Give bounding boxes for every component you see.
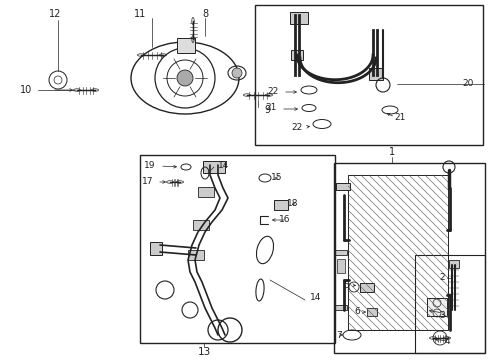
Bar: [333, 163, 484, 353]
Text: 14: 14: [218, 161, 229, 170]
Text: 15: 15: [270, 174, 282, 183]
Text: 7: 7: [336, 330, 341, 339]
Text: 20: 20: [462, 80, 473, 89]
Bar: [254, 5, 482, 145]
Bar: [289, 12, 307, 24]
Text: 4: 4: [444, 338, 449, 346]
Bar: [347, 175, 447, 330]
Bar: [359, 283, 373, 292]
Text: 2: 2: [439, 273, 444, 282]
Bar: [334, 250, 346, 255]
Bar: [366, 308, 376, 316]
Bar: [448, 260, 458, 268]
Circle shape: [231, 68, 242, 78]
Bar: [177, 38, 195, 53]
Text: 1: 1: [388, 147, 394, 157]
Text: 19: 19: [143, 161, 155, 170]
Bar: [150, 242, 162, 255]
Text: 6: 6: [353, 307, 359, 316]
Text: 9: 9: [264, 105, 269, 115]
Bar: [198, 187, 214, 197]
Text: 10: 10: [20, 85, 32, 95]
Text: 11: 11: [134, 9, 146, 19]
Text: 22: 22: [266, 87, 278, 96]
Circle shape: [177, 70, 193, 86]
Bar: [368, 68, 382, 80]
Bar: [414, 255, 484, 353]
Bar: [193, 220, 208, 230]
Bar: [273, 200, 287, 210]
Bar: [290, 50, 303, 60]
Bar: [336, 259, 345, 273]
Text: 5: 5: [343, 280, 348, 289]
Bar: [203, 161, 224, 173]
Bar: [335, 183, 349, 190]
Bar: [426, 298, 446, 316]
Text: 16: 16: [278, 216, 289, 225]
Text: 14: 14: [309, 293, 321, 302]
Text: 21: 21: [393, 113, 405, 122]
Text: 12: 12: [49, 9, 61, 19]
Text: 18: 18: [286, 198, 297, 207]
Text: 17: 17: [141, 177, 153, 186]
Text: 22: 22: [291, 123, 303, 132]
Text: 3: 3: [438, 310, 444, 320]
Text: 21: 21: [264, 104, 276, 112]
Text: 8: 8: [202, 9, 207, 19]
Bar: [334, 305, 346, 310]
Bar: [140, 155, 334, 343]
Text: 13: 13: [197, 347, 210, 357]
Bar: [187, 250, 203, 260]
